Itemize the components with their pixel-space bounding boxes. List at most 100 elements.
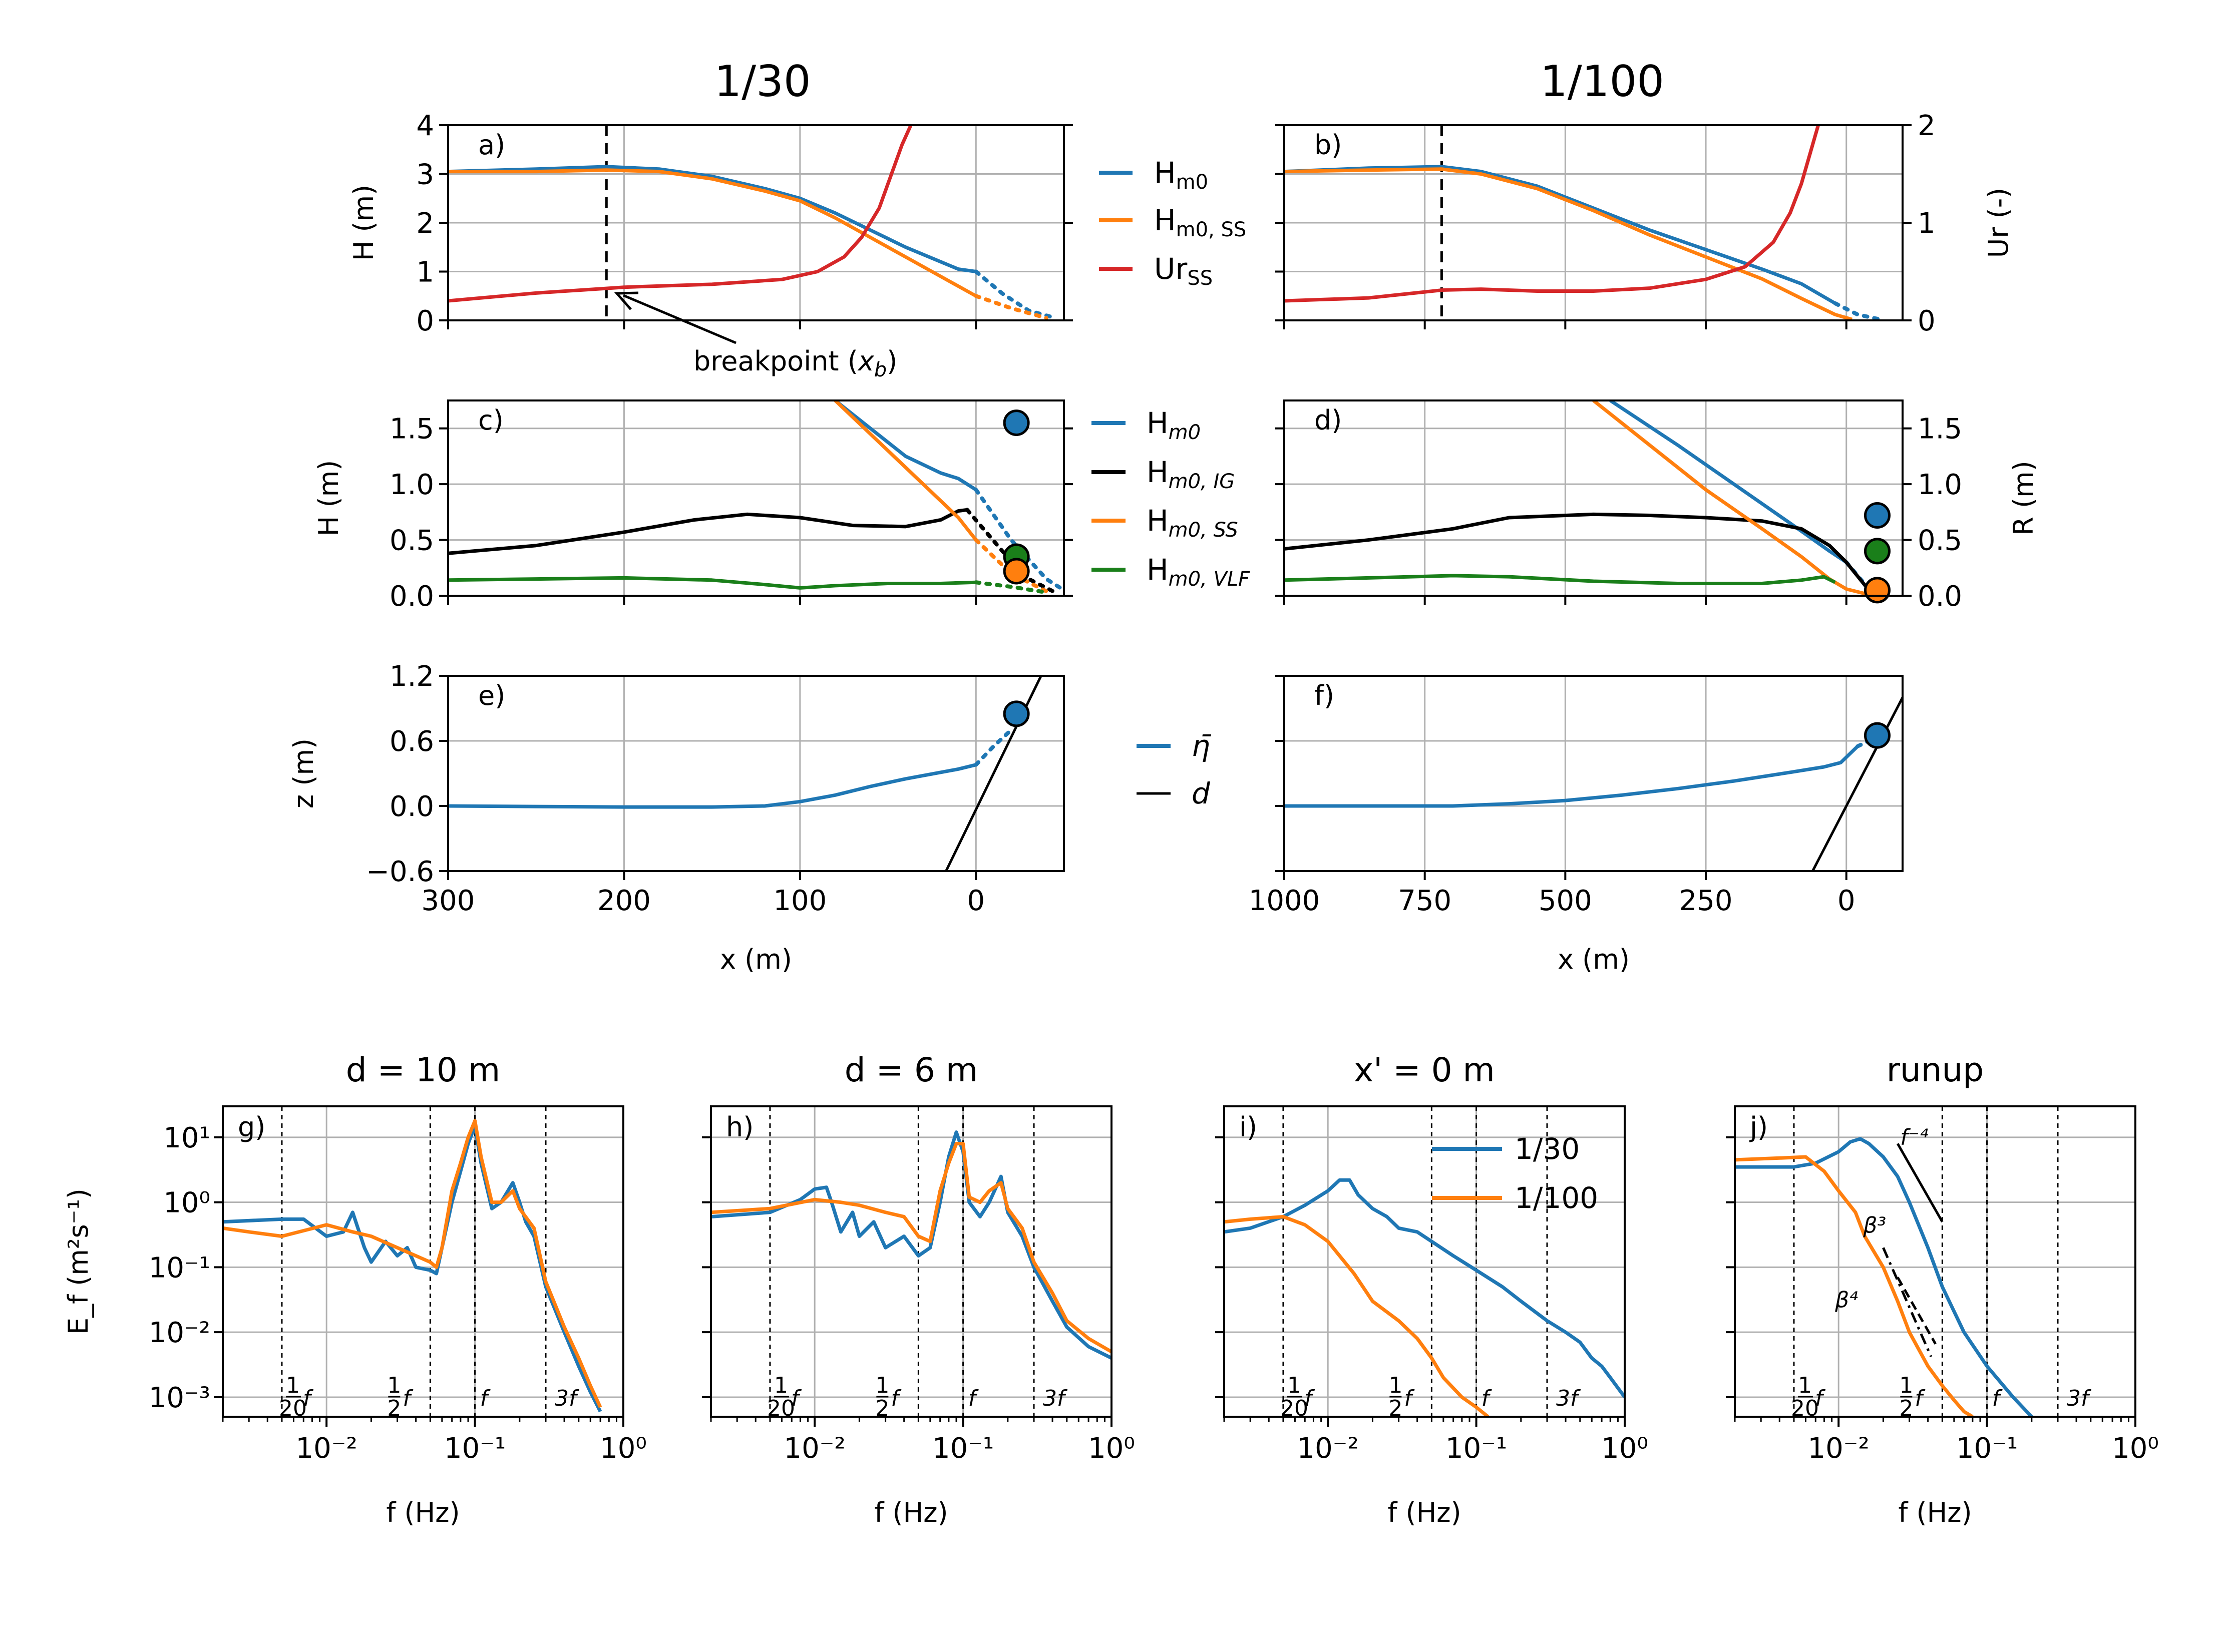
plot-area	[448, 676, 1042, 871]
plot-area	[1735, 1137, 2033, 1417]
freq-label-3fp: 3f	[2067, 1386, 2092, 1411]
legend-row1: Hm0 Hm0, SS UrSS	[1099, 156, 1246, 290]
series-H_m0,SS-extrapolated	[974, 538, 1048, 594]
frac-num: 1	[286, 1373, 300, 1398]
panel-label: a)	[478, 129, 505, 161]
series-d	[945, 676, 1042, 871]
y-tick-label: 10⁰	[163, 1187, 210, 1219]
freq-label-fp: f	[1992, 1386, 2003, 1411]
freq-label-3fp: 3f	[1556, 1386, 1581, 1411]
xlabel-spectrum: f (Hz)	[1387, 1497, 1461, 1528]
y-tick-label: 1.2	[390, 660, 434, 693]
panel-label: h)	[726, 1111, 754, 1143]
breakpoint-arrow	[623, 294, 736, 344]
series-η̄	[448, 763, 977, 809]
y-tick-label: 1.0	[390, 469, 434, 501]
series-Ur_SS	[1284, 125, 1820, 303]
axes-frame	[1734, 1105, 2136, 1418]
x-tick-label: 10⁰	[1088, 1432, 1135, 1465]
runup-marker-orange	[1864, 577, 1891, 604]
slope-line-dashed	[1896, 1277, 1937, 1345]
frac-num: 1	[1899, 1373, 1913, 1398]
breakpoint-label: breakpoint (xb)	[693, 345, 897, 381]
axes-frame	[1223, 1105, 1626, 1418]
ylabel-spectra: E_f (m²s⁻¹)	[63, 1188, 94, 1335]
panel-label: d)	[1314, 404, 1342, 436]
series-d	[1811, 697, 1903, 871]
legend-row3: η̄ d	[1137, 729, 1212, 810]
series-Ur_SS	[448, 125, 913, 303]
slope-label-b4: β⁴	[1834, 1288, 1858, 1313]
legend-label-d: d	[1192, 776, 1211, 810]
runup-marker-blue	[1003, 409, 1030, 437]
freq-label-fp2: f	[1915, 1386, 1926, 1411]
panel-label: f)	[1314, 680, 1334, 711]
plot-area	[1224, 1178, 1625, 1417]
series-H_m0,VLF-extrapolated	[974, 580, 1048, 595]
plot-area	[448, 400, 1064, 595]
runup-marker-orange	[1003, 558, 1030, 585]
panel-label: i)	[1239, 1111, 1257, 1143]
x-tick-label: 10⁻²	[1808, 1432, 1870, 1465]
series-H_m0,SS	[1284, 167, 1853, 320]
legend-label-hm0ig: Hm0, IG	[1147, 455, 1235, 493]
panel-e: 300 200 100 0 −0.6 0.0 0.6 1.2 e)	[366, 660, 1065, 917]
freq-label-fp2: f	[891, 1386, 902, 1411]
x-tick-label: 10⁻²	[296, 1432, 357, 1465]
x-tick-label: 200	[597, 885, 651, 917]
freq-label-fp: f	[968, 1386, 979, 1411]
spectrum-1/100	[223, 1119, 602, 1408]
y-tick-right-label: 0	[1918, 305, 1936, 337]
col-title-1-100: 1/100	[1540, 57, 1664, 107]
x-tick-label: 1000	[1249, 885, 1320, 917]
x-tick-label: 0	[1837, 885, 1856, 917]
x-tick-label: 10⁰	[2112, 1432, 2159, 1465]
x-tick-label: 750	[1398, 885, 1451, 917]
slope-line-solid	[1896, 1143, 1944, 1222]
spectrum-title: d = 6 m	[845, 1051, 978, 1089]
panel-a: 0 1 2 3 4 a)	[416, 110, 1073, 337]
y-tick-label: 0	[416, 305, 434, 337]
x-tick-label: 10⁻¹	[1445, 1432, 1507, 1465]
y-tick-label: 1	[416, 256, 434, 289]
xlabel-col1: x (m)	[720, 944, 792, 975]
spectrum-1/100	[1224, 1214, 1490, 1417]
ylabel-row3: z (m)	[288, 738, 319, 808]
plot-area	[1284, 697, 1903, 871]
legend-label-hm0vlf: Hm0, VLF	[1147, 553, 1250, 591]
plot-area	[1284, 400, 1883, 596]
frac-num: 1	[875, 1373, 889, 1398]
y-tick-right-label: 1	[1918, 207, 1936, 240]
series-H_m0,SS	[448, 168, 977, 298]
x-tick-label: 10⁻¹	[1956, 1432, 2018, 1465]
y-tick-label: 0.5	[390, 525, 434, 557]
x-tick-label: 500	[1539, 885, 1592, 917]
series-H_m0	[1609, 400, 1847, 564]
panel-label: b)	[1314, 129, 1342, 161]
axes-frame	[222, 1105, 624, 1418]
runup-marker-green	[1864, 538, 1891, 565]
legend-label-hm0: Hm0	[1154, 156, 1208, 194]
plot-area	[1284, 125, 1883, 320]
spectrum-title: d = 10 m	[346, 1051, 500, 1089]
y-tick-label: 3	[416, 159, 434, 191]
axes-frame	[710, 1105, 1113, 1418]
panel-d: 0.0 0.5 1.0 1.5 d)	[1275, 399, 1962, 613]
legend-label-urss: UrSS	[1154, 252, 1213, 290]
series-η̄	[1284, 745, 1859, 808]
plot-area	[223, 1119, 602, 1413]
freq-label-fp: f	[480, 1386, 491, 1411]
frac-num: 1	[774, 1373, 788, 1398]
series-H_m0-extrapolated	[1833, 301, 1883, 320]
runup-marker-blue	[1864, 502, 1891, 529]
y-tick-label: 0.6	[390, 725, 434, 758]
panel-label: e)	[478, 680, 505, 711]
line-panels: 0 1 2 3 4 a) 0 1 2 b) 0.0 0.5 1.0 1.5 c) 0.0 0.5 1.0 1.5 d)…	[288, 110, 2039, 975]
col-title-1-30: 1/30	[714, 57, 811, 107]
x-tick-label: 10⁰	[600, 1432, 647, 1465]
spectrum-1/30	[1735, 1137, 2033, 1417]
axes-frame	[1283, 399, 1904, 597]
y-tick-label: 10⁻³	[149, 1382, 210, 1414]
